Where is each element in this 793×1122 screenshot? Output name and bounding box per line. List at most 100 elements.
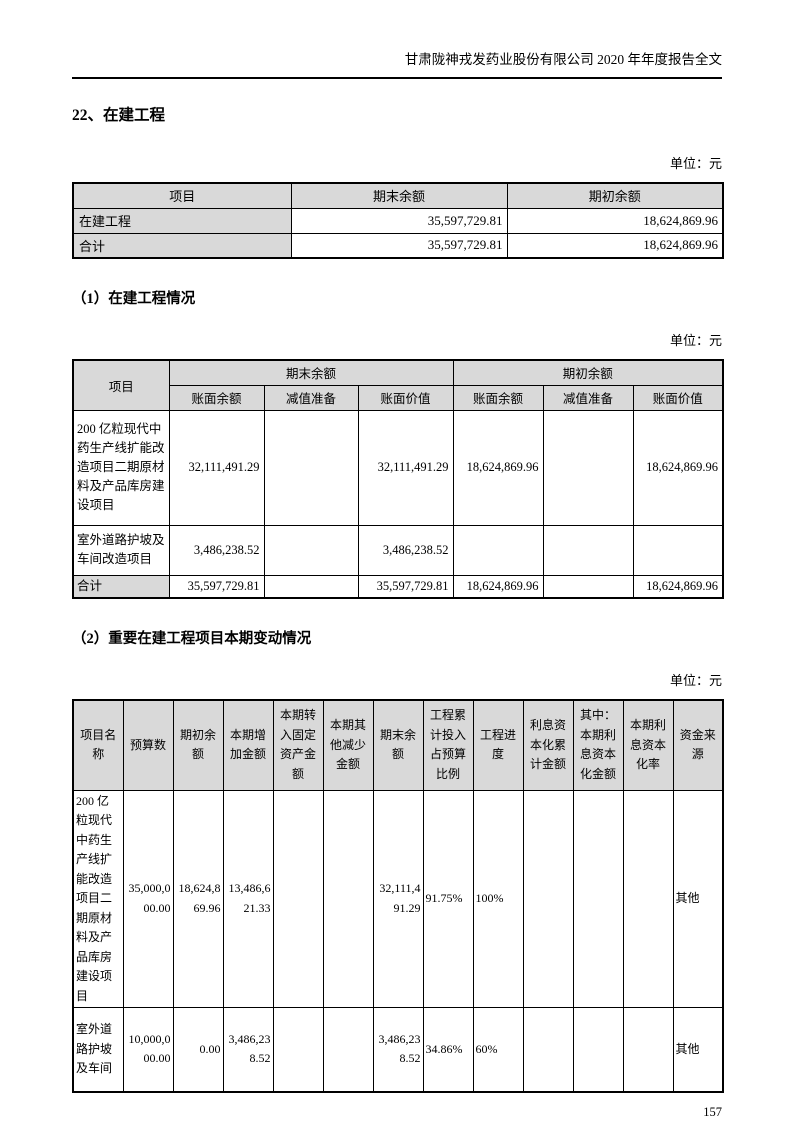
unit-label-2: 单位：元 <box>669 333 722 348</box>
cell-value: 35,597,729.81 <box>168 574 265 599</box>
beginning-balance-value: 18,624,869.96 <box>506 232 724 259</box>
col-header-book-value: 账面价值 <box>632 384 724 411</box>
construction-detail-table: 项目 期末余额 期初余额 账面余额 减值准备 账面价值 账面余额 减值准备 账面… <box>72 359 725 599</box>
construction-in-progress-summary-table: 项目 期末余额 期初余额 在建工程 35,597,729.81 18,624,8… <box>72 182 724 259</box>
table-row: 200 亿粒现代中药生产线扩能改造项目二期原材料及产品库房建设项目 35,000… <box>72 789 724 1008</box>
increase-value: 3,486,238.52 <box>222 1007 274 1092</box>
col-header-item: 项目 <box>72 182 292 209</box>
col-header-increase: 本期增加金额 <box>222 699 274 791</box>
col-header-fund-source: 资金来源 <box>672 699 724 791</box>
beginning-balance-value: 0.00 <box>172 1007 224 1092</box>
table-row: 200 亿粒现代中药生产线扩能改造项目二期原材料及产品库房建设项目 32,111… <box>72 409 724 526</box>
col-header-project-name: 项目名称 <box>72 699 124 791</box>
progress-value: 100% <box>472 789 524 1008</box>
subsection-2-title: （2）重要在建工程项目本期变动情况 <box>72 631 312 647</box>
fund-source-value: 其他 <box>672 789 724 1008</box>
section-title: 22、在建工程 <box>72 107 166 124</box>
col-header-ending-balance: 期末余额 <box>372 699 424 791</box>
page-number: 157 <box>703 1104 722 1119</box>
col-header-capitalized-interest-total: 利息资本化累计金额 <box>522 699 574 791</box>
col-header-book-value: 账面价值 <box>357 384 454 411</box>
investment-ratio-value: 34.86% <box>422 1007 474 1092</box>
cell-value: 18,624,869.96 <box>452 409 544 526</box>
capitalization-rate-value <box>622 789 674 1008</box>
col-header-beginning-balance: 期初余额 <box>506 182 724 209</box>
cell-value: 18,624,869.96 <box>632 409 724 526</box>
project-name: 200 亿粒现代中药生产线扩能改造项目二期原材料及产品库房建设项目 <box>72 789 124 1008</box>
table-header-row: 项目 期末余额 期初余额 <box>72 182 724 209</box>
total-label: 合计 <box>72 574 170 599</box>
cell-value: 3,486,238.52 <box>357 524 454 576</box>
cell-value <box>263 574 359 599</box>
capitalized-interest-period-value <box>572 1007 624 1092</box>
budget-value: 10,000,000.00 <box>122 1007 174 1092</box>
col-header-capitalized-interest-period: 其中：本期利息资本化金额 <box>572 699 624 791</box>
cell-value: 18,624,869.96 <box>632 574 724 599</box>
unit-label-1: 单位：元 <box>669 156 722 171</box>
cell-value <box>263 409 359 526</box>
cell-value <box>542 574 634 599</box>
table-subheader-row: 账面余额 减值准备 账面价值 账面余额 减值准备 账面价值 <box>73 384 724 411</box>
project-name: 200 亿粒现代中药生产线扩能改造项目二期原材料及产品库房建设项目 <box>72 409 170 526</box>
capitalized-interest-period-value <box>572 789 624 1008</box>
col-header-ending-balance: 期末余额 <box>290 182 508 209</box>
project-name: 室外道路护坡及车间 <box>72 1007 124 1092</box>
capitalization-rate-value <box>622 1007 674 1092</box>
cell-value: 3,486,238.52 <box>168 524 265 576</box>
other-decrease-value <box>322 789 374 1008</box>
capitalized-interest-total-value <box>522 789 574 1008</box>
group-header-ending-balance: 期末余额 <box>168 359 454 386</box>
capitalized-interest-total-value <box>522 1007 574 1092</box>
cell-value <box>632 524 724 576</box>
cell-value <box>542 524 634 576</box>
col-header-book-balance: 账面余额 <box>452 384 544 411</box>
col-header-book-balance: 账面余额 <box>168 384 265 411</box>
beginning-balance-value: 18,624,869.96 <box>172 789 224 1008</box>
cell-value: 35,597,729.81 <box>357 574 454 599</box>
investment-ratio-value: 91.75% <box>422 789 474 1008</box>
beginning-balance-value: 18,624,869.96 <box>506 207 724 234</box>
table-row: 室外道路护坡及车间 10,000,000.00 0.00 3,486,238.5… <box>72 1007 724 1092</box>
col-header-investment-ratio: 工程累计投入占预算比例 <box>422 699 474 791</box>
col-header-capitalization-rate: 本期利息资本化率 <box>622 699 674 791</box>
col-header-item: 项目 <box>72 359 170 411</box>
col-header-other-decrease: 本期其他减少金额 <box>322 699 374 791</box>
table-header-row: 项目名称 预算数 期初余额 本期增加金额 本期转入固定资产金额 本期其他减少金额… <box>72 699 724 791</box>
table-total-row: 合计 35,597,729.81 18,624,869.96 <box>72 232 724 259</box>
cell-value: 18,624,869.96 <box>452 574 544 599</box>
col-header-beginning-balance: 期初余额 <box>172 699 224 791</box>
progress-value: 60% <box>472 1007 524 1092</box>
ending-balance-value: 3,486,238.52 <box>372 1007 424 1092</box>
col-header-impairment: 减值准备 <box>542 384 634 411</box>
cell-value <box>263 524 359 576</box>
ending-balance-value: 35,597,729.81 <box>290 207 508 234</box>
row-label: 在建工程 <box>72 207 292 234</box>
subsection-1-title: （1）在建工程情况 <box>72 291 196 307</box>
important-projects-change-table: 项目名称 预算数 期初余额 本期增加金额 本期转入固定资产金额 本期其他减少金额… <box>72 699 724 1093</box>
transfer-value <box>272 1007 324 1092</box>
cell-value <box>542 409 634 526</box>
ending-balance-value: 32,111,491.29 <box>372 789 424 1008</box>
transfer-value <box>272 789 324 1008</box>
document-header: 甘肃陇神戎发药业股份有限公司 2020 年年度报告全文 <box>72 48 722 79</box>
fund-source-value: 其他 <box>672 1007 724 1092</box>
budget-value: 35,000,000.00 <box>122 789 174 1008</box>
col-header-progress: 工程进度 <box>472 699 524 791</box>
col-header-budget: 预算数 <box>122 699 174 791</box>
cell-value: 32,111,491.29 <box>357 409 454 526</box>
table-group-header-row: 项目 期末余额 期初余额 <box>72 359 724 411</box>
col-header-impairment: 减值准备 <box>263 384 359 411</box>
group-header-beginning-balance: 期初余额 <box>452 359 724 386</box>
row-label: 合计 <box>72 232 292 259</box>
other-decrease-value <box>322 1007 374 1092</box>
table-row: 在建工程 35,597,729.81 18,624,869.96 <box>72 207 724 234</box>
ending-balance-value: 35,597,729.81 <box>290 232 508 259</box>
project-name: 室外道路护坡及车间改造项目 <box>72 524 170 576</box>
table-row: 室外道路护坡及车间改造项目 3,486,238.52 3,486,238.52 <box>72 524 724 576</box>
col-header-transfer-to-fixed-assets: 本期转入固定资产金额 <box>272 699 324 791</box>
unit-label-3: 单位：元 <box>669 673 722 688</box>
cell-value <box>452 524 544 576</box>
increase-value: 13,486,621.33 <box>222 789 274 1008</box>
cell-value: 32,111,491.29 <box>168 409 265 526</box>
